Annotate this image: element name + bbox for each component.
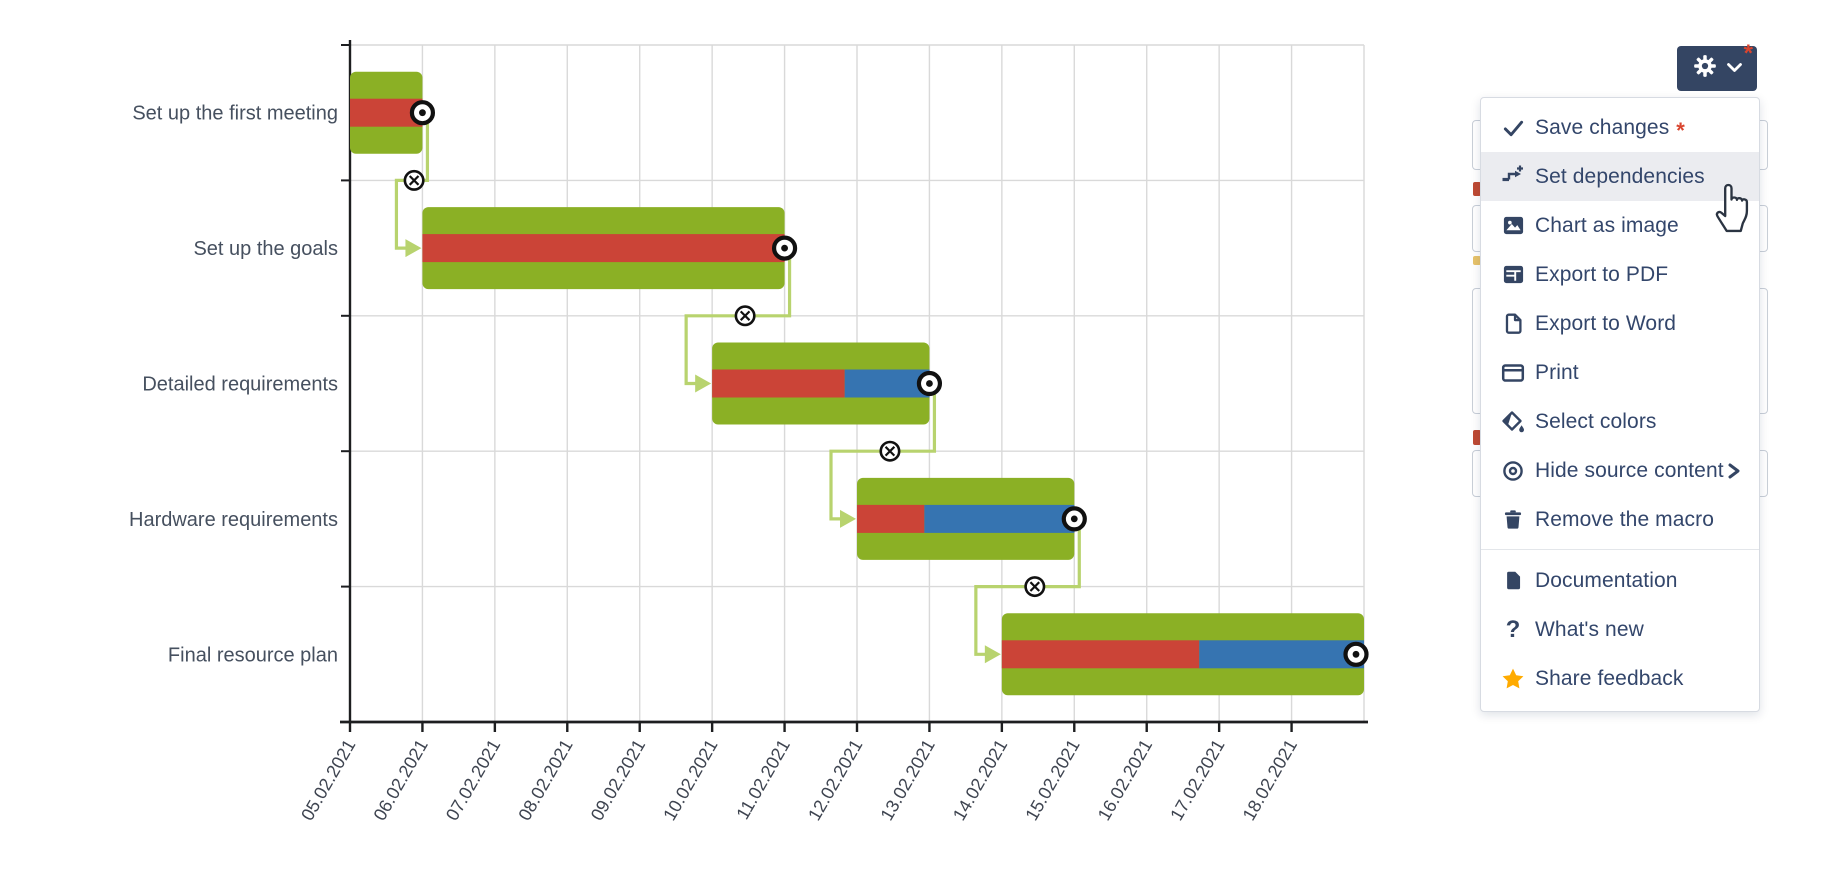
- macro-settings-button[interactable]: *: [1677, 40, 1757, 91]
- dependency-delete-x-icon: [884, 446, 896, 457]
- image-icon: [1501, 214, 1525, 238]
- task-label: Final resource plan: [168, 644, 338, 666]
- menu-item-label: Remove the macro: [1535, 507, 1715, 531]
- date-label: 15.02.2021: [1021, 736, 1083, 824]
- dependency-arrow-icon: [840, 509, 856, 528]
- menu-item-chart-as-image[interactable]: Chart as image: [1481, 201, 1759, 250]
- required-asterisk: *: [1676, 117, 1685, 143]
- menu-item-label: Chart as image: [1535, 213, 1679, 237]
- eye-icon: [1501, 459, 1525, 483]
- menu-item-label: Set dependencies: [1535, 164, 1705, 188]
- task-end-handle-dot: [1352, 650, 1360, 658]
- menu-item-export-to-pdf[interactable]: Export to PDF: [1481, 250, 1759, 299]
- obscured-red-mark: [1473, 430, 1481, 445]
- task-end-handle-dot: [781, 244, 788, 252]
- date-label: 12.02.2021: [804, 736, 866, 824]
- menu-item-set-dependencies[interactable]: Set dependencies: [1481, 152, 1759, 201]
- menu-item-documentation[interactable]: Documentation: [1481, 556, 1759, 605]
- check-icon: [1501, 116, 1525, 140]
- menu-item-print[interactable]: Print: [1481, 348, 1759, 397]
- unsaved-changes-asterisk: *: [1743, 40, 1753, 67]
- dependency-delete-x-icon: [1029, 581, 1040, 592]
- task-progress-red: [712, 369, 845, 398]
- task-progress-blue: [1199, 640, 1364, 669]
- hand-cursor: [1712, 176, 1756, 241]
- menu-item-label: Print: [1535, 360, 1579, 384]
- dependency-arrow-icon: [405, 239, 422, 258]
- dependency-delete-x-icon: [408, 175, 420, 186]
- macro-settings-menu: Save changes * Set dependencies Chart as im…: [1480, 97, 1760, 712]
- menu-item-select-colors[interactable]: Select colors: [1481, 397, 1759, 446]
- menu-item-label: What's new: [1535, 617, 1644, 641]
- task-label: Hardware requirements: [129, 509, 338, 531]
- deps-icon: [1501, 165, 1525, 189]
- date-label: 14.02.2021: [949, 736, 1011, 824]
- page-icon: [1501, 569, 1525, 593]
- task-progress-blue: [924, 504, 1075, 533]
- task-end-handle-dot: [926, 380, 933, 387]
- dependency-arrow-icon: [695, 374, 712, 393]
- menu-divider: [1481, 549, 1759, 550]
- date-label: 07.02.2021: [442, 736, 504, 824]
- menu-item-save-changes[interactable]: Save changes *: [1481, 103, 1759, 152]
- dependency-arrow-icon: [984, 645, 1001, 664]
- date-label: 13.02.2021: [877, 736, 939, 824]
- menu-item-share-feedback[interactable]: Share feedback: [1481, 654, 1759, 703]
- date-label: 06.02.2021: [370, 736, 432, 824]
- dependency-line: [394, 112, 430, 250]
- question-icon: ?: [1505, 615, 1521, 643]
- menu-item-whats-new[interactable]: ? What's new: [1481, 605, 1759, 654]
- date-label: 08.02.2021: [514, 736, 576, 824]
- menu-item-remove-macro[interactable]: Remove the macro: [1481, 495, 1759, 544]
- submenu-chevron-right-icon: [1726, 462, 1741, 480]
- paint-icon: [1501, 410, 1525, 434]
- menu-item-label: Save changes: [1535, 115, 1670, 139]
- menu-item-label: Hide source content: [1535, 458, 1724, 482]
- gear-icon: [1692, 53, 1718, 84]
- dependency-line: [974, 518, 1081, 656]
- date-label: 16.02.2021: [1094, 736, 1156, 824]
- star-icon: [1501, 667, 1525, 691]
- obscured-yellow-mark: [1473, 256, 1481, 265]
- date-label: 17.02.2021: [1166, 736, 1228, 824]
- date-label: 10.02.2021: [659, 736, 721, 824]
- trash-icon: [1501, 508, 1525, 532]
- date-label: 18.02.2021: [1239, 736, 1301, 824]
- menu-item-label: Export to Word: [1535, 311, 1677, 335]
- task-label: Detailed requirements: [142, 374, 338, 396]
- menu-item-label: Select colors: [1535, 409, 1657, 433]
- dependency-line: [684, 248, 792, 386]
- task-progress-blue: [844, 369, 930, 398]
- obscured-red-mark: [1473, 182, 1481, 196]
- table-icon: [1501, 263, 1525, 287]
- date-label: 05.02.2021: [297, 736, 359, 824]
- menu-item-hide-source[interactable]: Hide source content: [1481, 446, 1759, 495]
- printer-icon: [1501, 361, 1525, 385]
- menu-item-label: Documentation: [1535, 568, 1678, 592]
- docpage-icon: [1501, 312, 1525, 336]
- task-progress-red: [1001, 640, 1200, 669]
- menu-item-export-to-word[interactable]: Export to Word: [1481, 299, 1759, 348]
- task-progress-red: [857, 504, 925, 533]
- task-end-handle-dot: [419, 109, 426, 117]
- task-label: Set up the goals: [193, 238, 338, 260]
- dependency-delete-x-icon: [739, 310, 751, 321]
- chevron-down-icon: [1727, 60, 1742, 78]
- menu-item-label: Export to PDF: [1535, 262, 1669, 286]
- date-label: 11.02.2021: [732, 736, 794, 823]
- task-label: Set up the first meeting: [132, 103, 338, 125]
- date-label: 09.02.2021: [587, 736, 649, 824]
- menu-item-label: Share feedback: [1535, 666, 1684, 690]
- dependency-line: [829, 383, 937, 521]
- task-end-handle-dot: [1070, 515, 1078, 523]
- task-progress-red: [422, 234, 785, 263]
